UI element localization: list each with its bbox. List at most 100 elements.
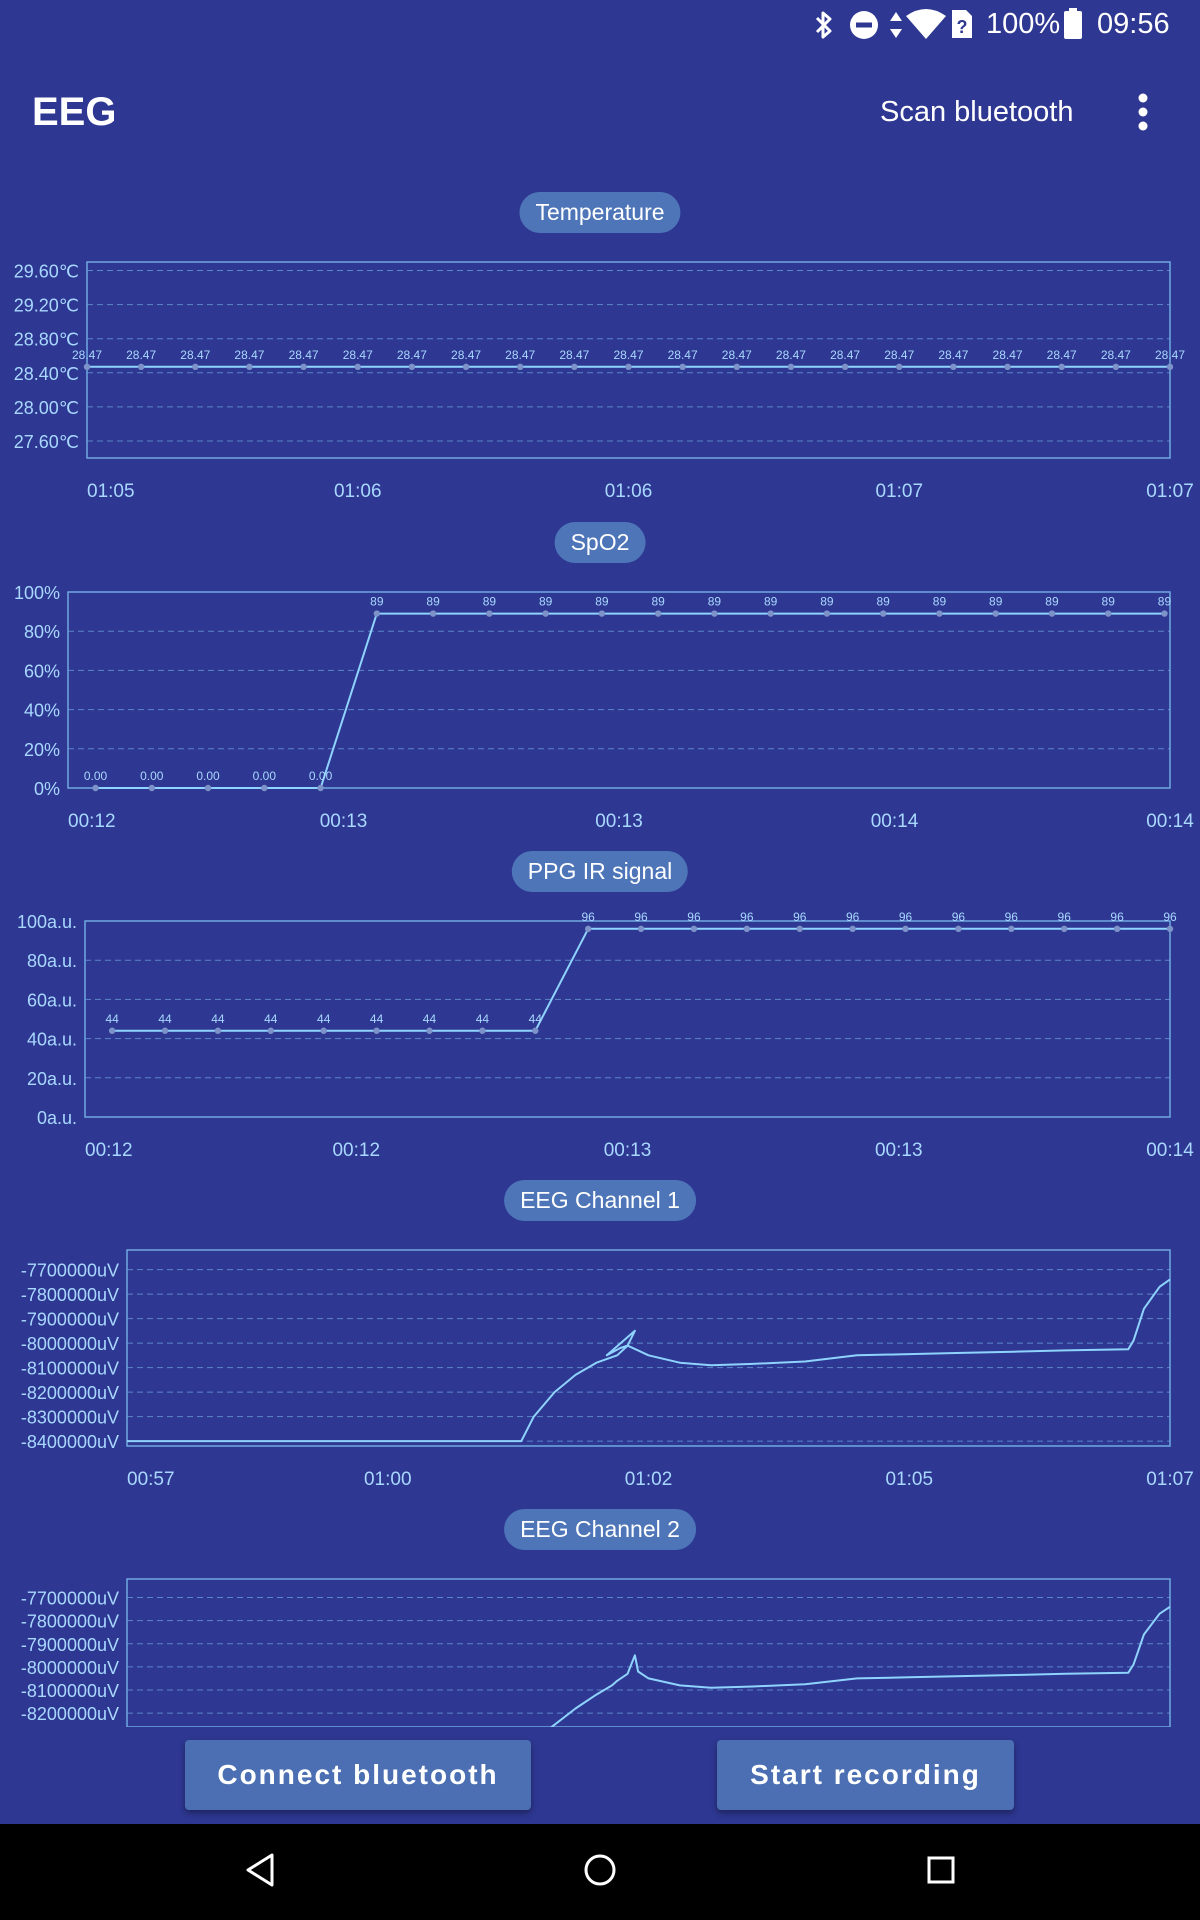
data-point	[733, 363, 740, 371]
y-tick-label: -7800000uV	[21, 1285, 119, 1305]
data-point	[354, 363, 361, 371]
data-point	[426, 1027, 433, 1034]
x-tick-label: 01:05	[87, 481, 135, 500]
more-vert-icon[interactable]	[1128, 92, 1158, 132]
data-label: 96	[952, 910, 966, 924]
x-tick-label: 01:00	[364, 1469, 412, 1488]
data-label: 89	[1045, 595, 1059, 609]
y-tick-label: 28.00℃	[14, 398, 79, 418]
data-label: 28.47	[938, 348, 968, 362]
data-point	[1161, 610, 1168, 617]
start-recording-button[interactable]: Start recording	[717, 1740, 1014, 1810]
data-point	[317, 784, 324, 792]
data-point	[1105, 610, 1112, 617]
chart-frame	[86, 261, 1171, 459]
ppg-ir-chart-plot: 100a.u. 80a.u. 60a.u. 40a.u. 20a.u. 0a.u. 00:1…	[17, 910, 1194, 1159]
x-tick-label: 01:07	[1146, 481, 1194, 500]
data-label: 28.47	[180, 348, 210, 362]
data-point	[654, 610, 662, 617]
data-point	[787, 363, 795, 371]
data-label: 89	[539, 595, 553, 609]
x-tick-label: 01:06	[334, 481, 382, 500]
y-tick-label: 40a.u.	[27, 1030, 77, 1050]
chart-frame	[84, 920, 1171, 1118]
data-label: 28.47	[289, 348, 319, 362]
data-label: 96	[581, 910, 595, 924]
data-point	[879, 610, 887, 617]
x-tick-label: 00:13	[875, 1140, 923, 1159]
data-point	[161, 1027, 169, 1034]
ppg-ir-chart: PPG IR signal 100a.u. 80a.u. 60a.u. 40a.u. 2…	[0, 849, 1200, 1159]
data-point	[1004, 363, 1011, 371]
data-label: 96	[793, 910, 807, 924]
data-point	[108, 1027, 116, 1034]
eeg-channel-2-chart: EEG Channel 2 -7700000uV -7800000uV -79000…	[0, 1507, 1200, 1727]
data-point	[1112, 363, 1120, 371]
data-point	[408, 363, 416, 371]
data-point	[679, 363, 686, 371]
data-label: 28.47	[1047, 348, 1077, 362]
y-tick-label: -8100000uV	[21, 1681, 119, 1701]
scan-bluetooth-button[interactable]: Scan bluetooth	[880, 96, 1074, 128]
nav-recents-icon[interactable]	[925, 1852, 957, 1888]
y-tick-label: -8100000uV	[21, 1359, 119, 1379]
y-tick-label: 27.60℃	[14, 432, 79, 452]
data-point	[584, 925, 592, 933]
data-label: 96	[1005, 910, 1019, 924]
data-point	[214, 1027, 222, 1034]
data-label: 89	[820, 595, 834, 609]
data-label: 44	[529, 1012, 543, 1026]
x-tick-label: 01:07	[875, 481, 923, 500]
x-tick-label: 00:12	[68, 811, 116, 830]
y-tick-label: 100a.u.	[17, 912, 77, 932]
data-point	[486, 610, 493, 617]
data-point	[148, 784, 156, 792]
data-label: 89	[483, 595, 497, 609]
y-tick-label: 40%	[24, 701, 60, 721]
data-point	[896, 363, 903, 371]
data-point	[992, 610, 999, 617]
app-bar: EEG Scan bluetooth	[0, 50, 1200, 178]
data-point	[598, 610, 606, 617]
chart-title-chip: PPG IR signal	[511, 851, 689, 892]
y-tick-label: -7700000uV	[21, 1261, 119, 1281]
data-point	[373, 610, 381, 617]
data-label: 89	[1102, 595, 1116, 609]
data-label: 44	[211, 1012, 225, 1026]
data-label: 28.47	[722, 348, 752, 362]
navigation-bar	[0, 1824, 1200, 1920]
do-not-disturb-icon	[850, 11, 878, 39]
eeg-channel-1-chart-plot: -7700000uV -7800000uV -7900000uV -8000000uV…	[21, 1249, 1194, 1488]
data-point	[571, 363, 578, 371]
chart-title-chip: EEG Channel 1	[504, 1180, 696, 1221]
nav-back-icon[interactable]	[244, 1852, 276, 1888]
y-tick-label: -8200000uV	[21, 1383, 119, 1403]
data-label: 0.00	[309, 769, 333, 783]
x-tick-label: 00:12	[332, 1140, 380, 1159]
data-point	[137, 363, 145, 371]
data-point	[1113, 925, 1121, 933]
data-label: 89	[370, 595, 384, 609]
data-label: 28.47	[776, 348, 806, 362]
nav-home-icon[interactable]	[583, 1852, 617, 1888]
app-title: EEG	[32, 90, 117, 134]
chart-frame	[67, 591, 1171, 789]
y-tick-label: -7900000uV	[21, 1635, 119, 1655]
data-label: 28.47	[559, 348, 589, 362]
data-label: 96	[1110, 910, 1124, 924]
x-tick-label: 00:13	[595, 811, 643, 830]
data-point	[479, 1027, 486, 1034]
data-label: 28.47	[397, 348, 427, 362]
chart-title-chip: SpO2	[554, 522, 646, 563]
connect-bluetooth-button[interactable]: Connect bluetooth	[185, 1740, 531, 1810]
data-arrows-icon	[890, 12, 902, 38]
x-tick-label: 00:14	[1146, 811, 1194, 830]
data-label: 28.47	[1155, 348, 1185, 362]
y-tick-label: -8000000uV	[21, 1658, 119, 1678]
data-label: 28.47	[451, 348, 481, 362]
data-point	[542, 610, 549, 617]
y-tick-label: 0a.u.	[37, 1108, 77, 1128]
data-label: 96	[846, 910, 860, 924]
data-label: 44	[423, 1012, 437, 1026]
x-tick-label: 01:07	[1146, 1469, 1194, 1488]
